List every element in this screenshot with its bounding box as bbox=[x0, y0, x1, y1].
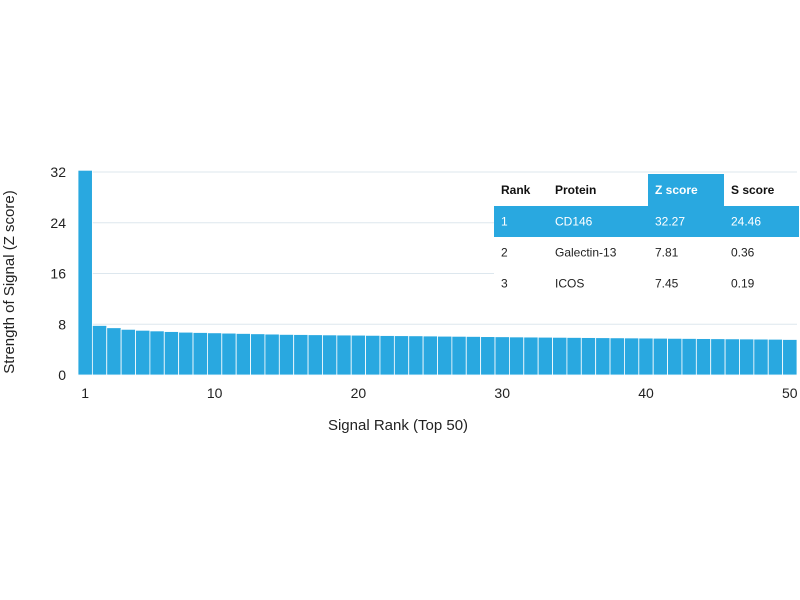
table-background bbox=[494, 174, 799, 307]
bar-rank-26 bbox=[437, 335, 453, 376]
bar-rank-13 bbox=[250, 333, 266, 376]
bar-rank-24 bbox=[408, 335, 424, 376]
bar-rank-6 bbox=[149, 330, 165, 376]
bar-rank-47 bbox=[739, 338, 755, 376]
bar-rank-9 bbox=[192, 332, 208, 376]
bar-rank-12 bbox=[235, 333, 251, 376]
bar-rank-18 bbox=[322, 334, 338, 376]
y-tick-label: 0 bbox=[58, 367, 66, 383]
bar-rank-38 bbox=[609, 337, 625, 376]
bar-rank-15 bbox=[278, 333, 295, 376]
x-tick-labels: 1 10 20 30 40 50 bbox=[81, 385, 798, 401]
x-tick-label: 50 bbox=[782, 385, 798, 401]
table-cell: 2 bbox=[501, 246, 508, 260]
bar-rank-44 bbox=[695, 338, 712, 376]
table-header-highlight bbox=[648, 174, 724, 206]
bar-rank-14 bbox=[264, 333, 280, 376]
table-cell: 1 bbox=[501, 215, 508, 229]
bar-rank-29 bbox=[480, 336, 496, 376]
bars bbox=[77, 169, 798, 376]
y-tick-labels: 0 8 16 24 32 bbox=[50, 164, 66, 383]
bar-rank-32 bbox=[523, 336, 539, 376]
bar-rank-11 bbox=[221, 332, 237, 376]
bar-rank-43 bbox=[681, 338, 697, 376]
table-cell: 7.45 bbox=[655, 277, 679, 291]
table-cell: CD146 bbox=[555, 215, 593, 229]
table-cell: 32.27 bbox=[655, 215, 685, 229]
table-cell: 7.81 bbox=[655, 246, 679, 260]
table-header-cell: Protein bbox=[555, 183, 596, 197]
bar-rank-30 bbox=[494, 336, 510, 376]
x-tick-label: 10 bbox=[207, 385, 223, 401]
table-header-cell: S score bbox=[731, 183, 775, 197]
table-header-cell: Rank bbox=[501, 183, 531, 197]
bar-rank-41 bbox=[652, 337, 668, 376]
y-tick-label: 8 bbox=[58, 316, 66, 332]
bar-rank-25 bbox=[422, 335, 438, 376]
bar-rank-19 bbox=[336, 334, 352, 376]
y-tick-label: 16 bbox=[50, 266, 66, 282]
bar-rank-36 bbox=[580, 337, 597, 376]
y-axis-title: Strength of Signal (Z score) bbox=[1, 190, 18, 373]
y-tick-label: 24 bbox=[50, 215, 66, 231]
bar-rank-27 bbox=[451, 335, 467, 376]
bar-rank-22 bbox=[379, 335, 395, 376]
bar-rank-49 bbox=[767, 338, 784, 376]
table-cell: 0.19 bbox=[731, 277, 755, 291]
bar-rank-16 bbox=[293, 334, 309, 376]
table-cell: 0.36 bbox=[731, 246, 755, 260]
x-tick-label: 1 bbox=[81, 385, 89, 401]
bar-rank-34 bbox=[552, 336, 568, 376]
bar-rank-4 bbox=[120, 328, 136, 376]
bar-rank-46 bbox=[724, 338, 740, 376]
bar-rank-23 bbox=[393, 335, 410, 376]
x-tick-label: 30 bbox=[494, 385, 510, 401]
bar-rank-1 bbox=[77, 169, 93, 376]
bar-rank-37 bbox=[595, 337, 611, 376]
bar-rank-45 bbox=[710, 338, 726, 376]
bar-rank-31 bbox=[508, 336, 525, 376]
table-header-cell: Z score bbox=[655, 183, 698, 197]
x-tick-label: 40 bbox=[638, 385, 654, 401]
x-tick-label: 20 bbox=[351, 385, 367, 401]
table-cell: Galectin-13 bbox=[555, 246, 617, 260]
bar-rank-17 bbox=[307, 334, 323, 376]
x-axis-title: Signal Rank (Top 50) bbox=[328, 417, 468, 434]
bar-rank-39 bbox=[624, 337, 640, 376]
bar-rank-21 bbox=[365, 334, 381, 376]
bar-rank-40 bbox=[638, 337, 654, 376]
table-cell: ICOS bbox=[555, 277, 584, 291]
bar-rank-50 bbox=[782, 339, 798, 376]
bar-rank-5 bbox=[135, 329, 151, 376]
bar-rank-33 bbox=[537, 336, 553, 376]
bar-rank-10 bbox=[207, 332, 223, 376]
bar-rank-20 bbox=[350, 334, 367, 376]
bar-rank-3 bbox=[106, 327, 122, 376]
table-cell: 3 bbox=[501, 277, 508, 291]
bar-rank-28 bbox=[465, 336, 482, 376]
bar-rank-8 bbox=[178, 331, 194, 376]
table-cell: 24.46 bbox=[731, 215, 761, 229]
results-table: Rank Protein Z score S score 1 CD146 32.27 24.4… bbox=[494, 174, 799, 307]
bar-rank-7 bbox=[163, 331, 180, 376]
y-tick-label: 32 bbox=[50, 164, 66, 180]
bar-rank-42 bbox=[667, 337, 683, 376]
table-row-highlight bbox=[494, 206, 799, 237]
bar-rank-2 bbox=[91, 325, 108, 376]
bar-rank-35 bbox=[566, 337, 582, 376]
bar-rank-48 bbox=[753, 338, 769, 376]
